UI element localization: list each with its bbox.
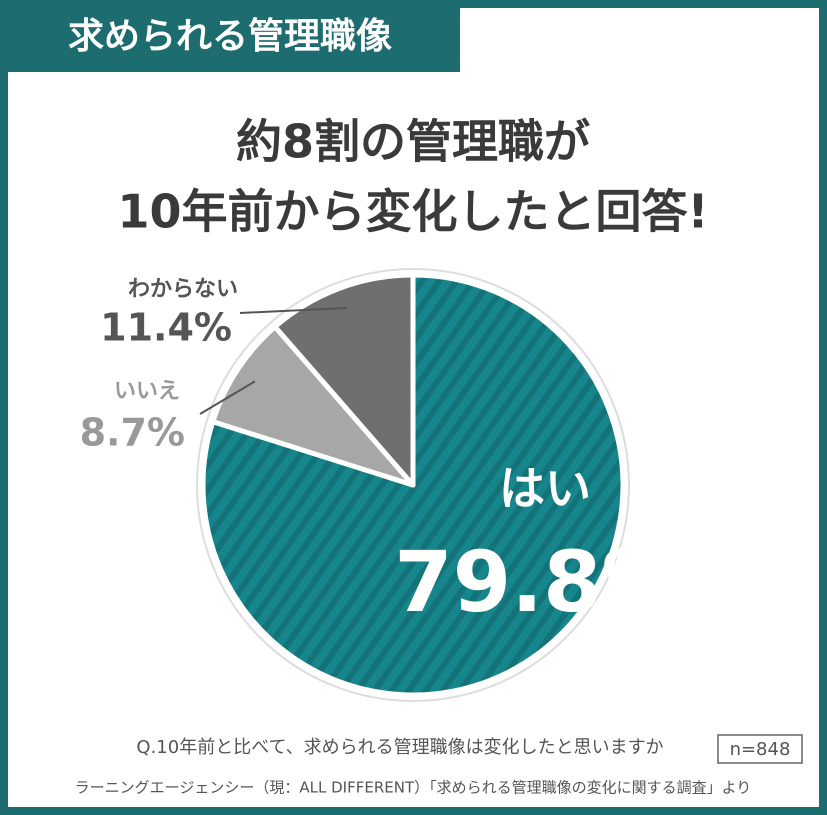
pie: はい 79.8% いいえ 8.7% わからない 11.4% (80, 268, 686, 702)
source: ラーニングエージェンシー（現：ALL DIFFERENT）「求められる管理職像の… (75, 779, 752, 797)
pie-slice (272, 272, 416, 488)
slice-label: わからない (128, 277, 238, 302)
headline: 約8割の管理職が (236, 115, 590, 169)
title-box (0, 0, 460, 72)
headline: 10年前から変化したと回答! (118, 185, 709, 239)
value-label: 79.8% (394, 533, 685, 631)
value-label: 8.7% (80, 411, 185, 455)
sample-size: n=848 (730, 739, 791, 760)
chart-title: 求められる管理職像 (68, 16, 392, 57)
pie-slice (210, 324, 416, 488)
leader-line (199, 380, 256, 415)
slice-label: はい (499, 462, 591, 516)
question: Q.10年前と比べて、求められる管理職像は変化したと思いますか (136, 737, 663, 758)
sample-box (717, 734, 803, 764)
leader-line (239, 307, 347, 314)
slice-label: いいえ (114, 379, 180, 404)
value-label: 11.4% (100, 306, 232, 350)
